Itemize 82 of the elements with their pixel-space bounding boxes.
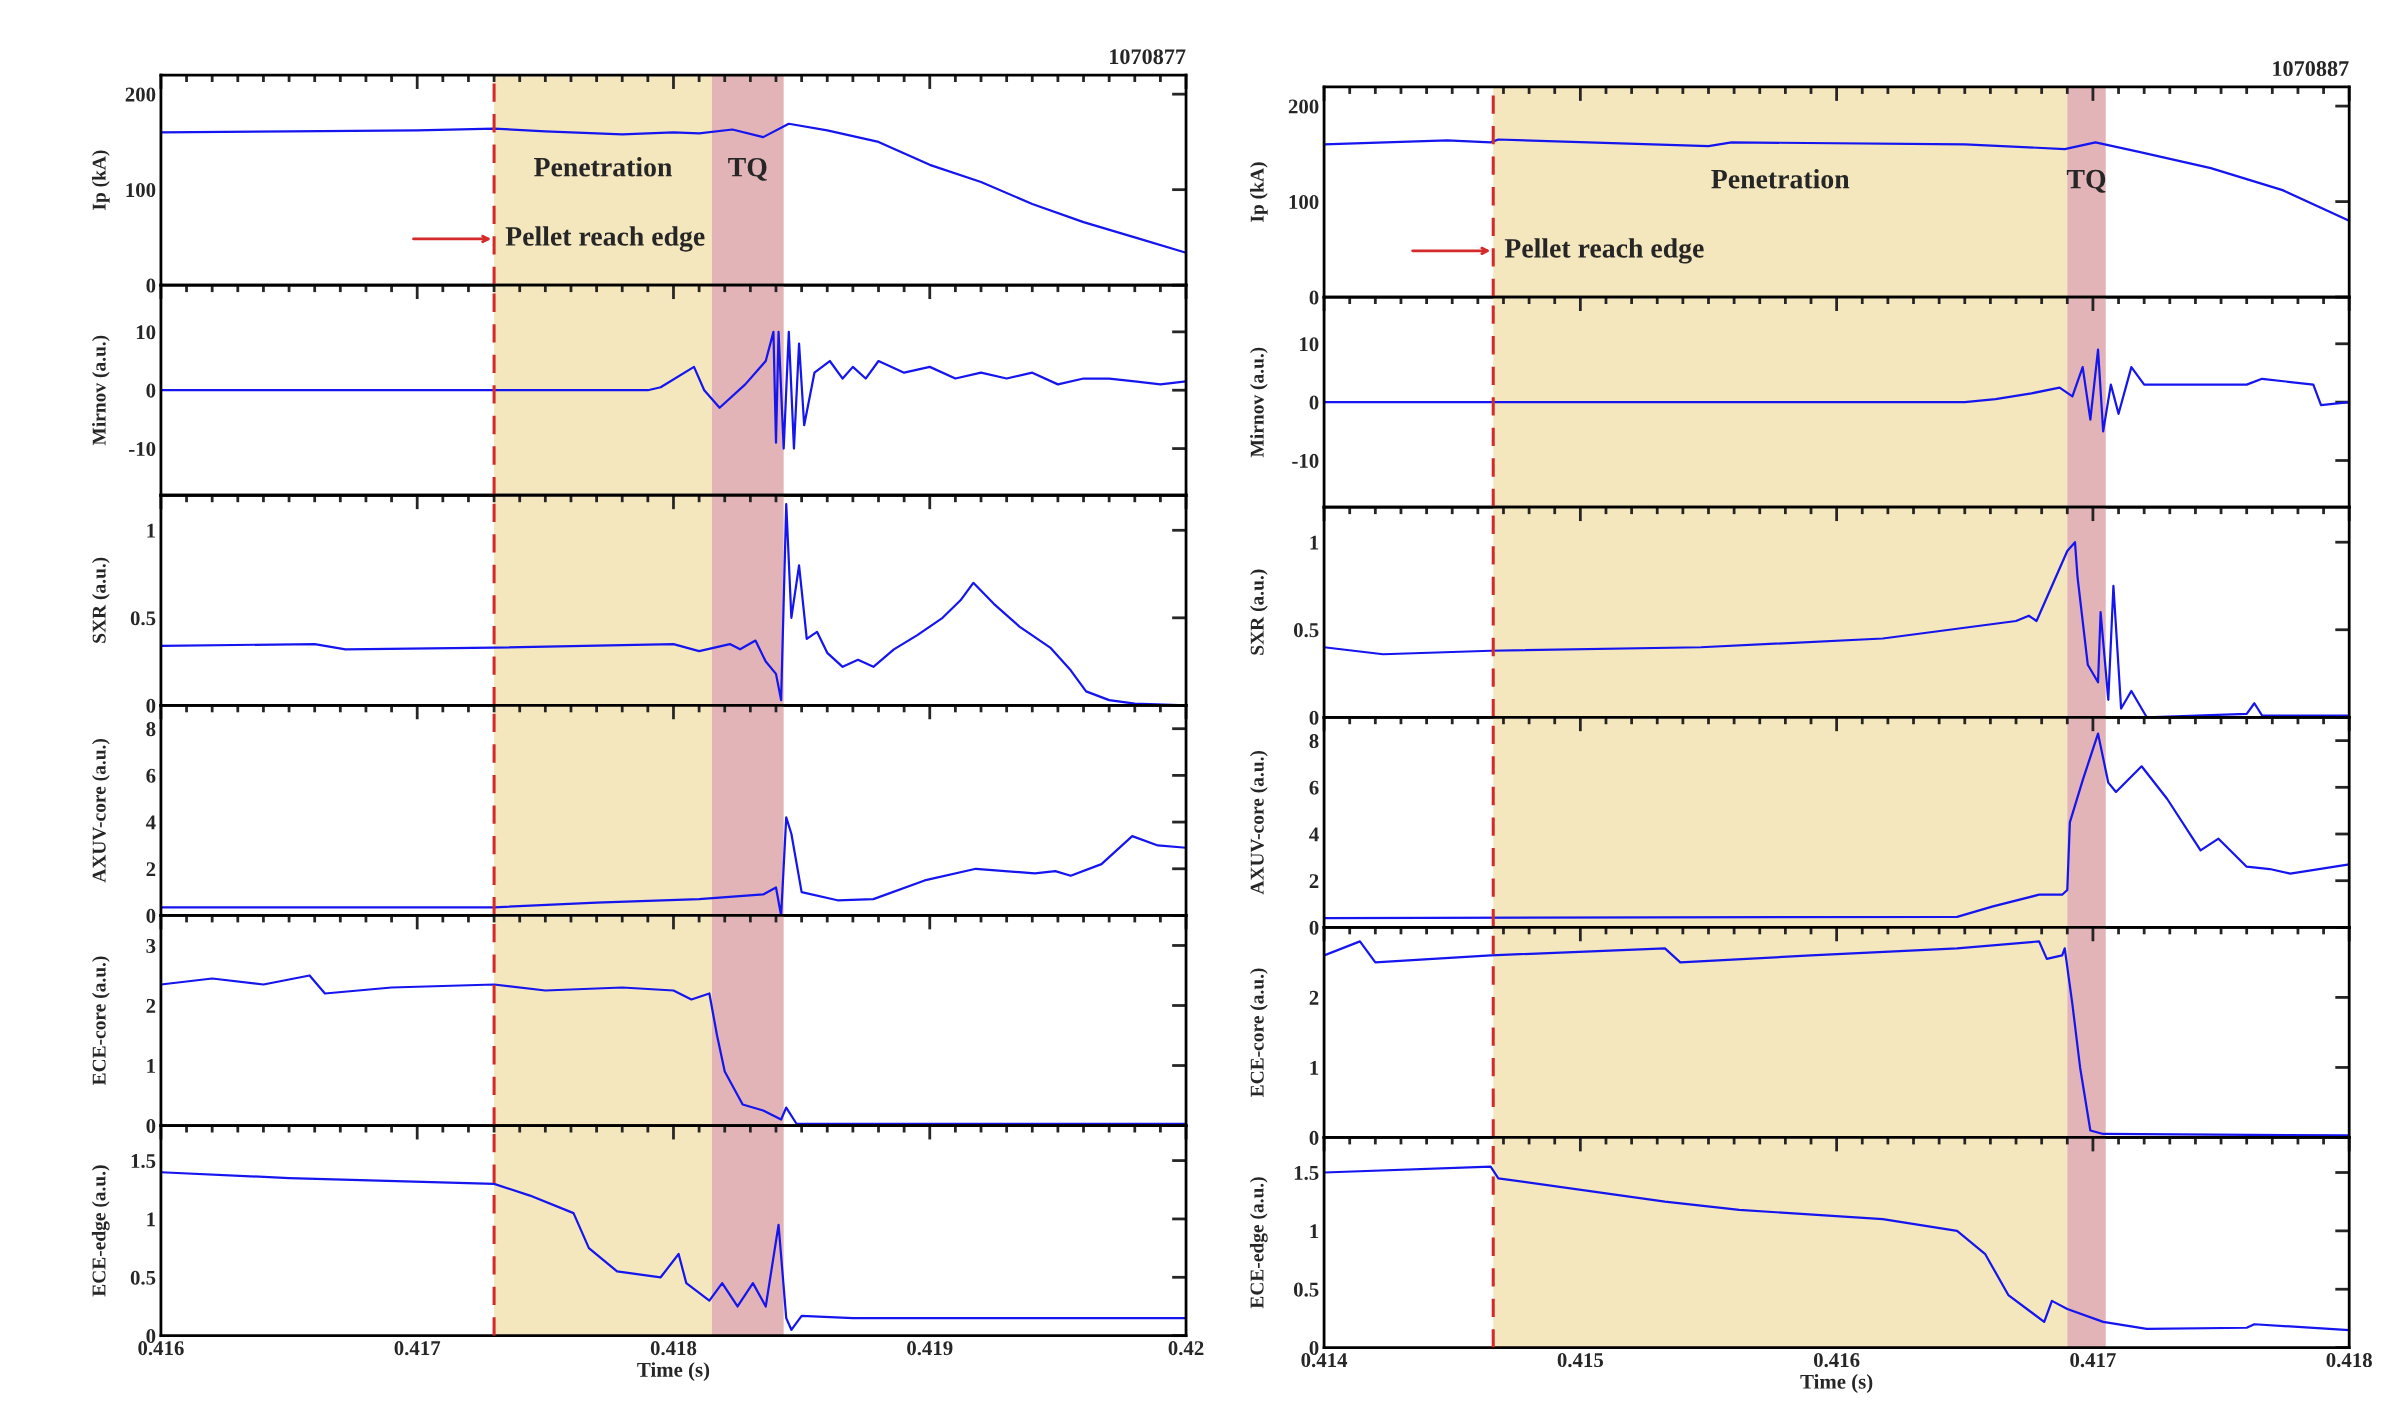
- ref-line-label: Pellet reach edge: [1504, 238, 1704, 264]
- y-tick-label: 2: [1309, 990, 1319, 1005]
- y-tick-label: 1: [1310, 535, 1319, 550]
- x-tick-label: 0.417: [394, 1341, 441, 1356]
- y-tick-label: 1: [1310, 1224, 1319, 1239]
- y-tick-label: 3: [146, 938, 156, 953]
- chart-title: 1070877: [1110, 49, 1186, 65]
- line-series: [1324, 138, 2350, 222]
- line-series: [1324, 348, 2350, 433]
- y-axis-title: Mirnov (a.u.): [1250, 347, 1268, 458]
- y-tick-label: 2: [146, 998, 156, 1013]
- x-tick-label: 0.416: [138, 1341, 184, 1356]
- x-tick-label: 0.418: [650, 1341, 697, 1356]
- y-tick-label: 0.5: [130, 611, 156, 626]
- y-axis-title: SXR (a.u.): [1250, 569, 1268, 655]
- y-tick-label: 0.5: [1293, 623, 1319, 638]
- y-tick-label: 10: [136, 325, 156, 340]
- y-axis-title: ECE-edge (a.u.): [1249, 1177, 1268, 1309]
- line-series: [160, 1171, 1187, 1331]
- y-tick-label: 4: [1309, 827, 1319, 842]
- y-axis-title: ECE-core (a.u.): [1250, 968, 1268, 1097]
- band-label: TQ: [728, 157, 767, 181]
- y-tick-label: 100: [126, 183, 156, 198]
- band-label: Penetration: [1711, 168, 1850, 189]
- y-tick-label: 0: [146, 1329, 156, 1344]
- y-tick-label: 2: [1309, 874, 1319, 888]
- line-series: [1324, 1165, 2350, 1332]
- line-series: [1324, 732, 2350, 920]
- y-axis-title: Ip (kA): [1250, 162, 1268, 222]
- y-tick-label: 4: [145, 815, 156, 830]
- y-tick-label: 1: [147, 1212, 155, 1227]
- y-axis-title: AXUV-core (a.u.): [1250, 750, 1268, 895]
- y-axis-title: AXUV-core (a.u.): [92, 738, 110, 883]
- y-tick-label: 1: [147, 523, 155, 538]
- y-tick-label: 0: [1309, 1130, 1319, 1145]
- y-axis-title: ECE-edge (a.u.): [91, 1165, 110, 1297]
- y-tick-label: 1.5: [131, 1154, 156, 1169]
- y-axis-title: Mirnov (a.u.): [92, 335, 110, 446]
- y-tick-label: 0: [146, 383, 156, 398]
- y-tick-label: -10: [1292, 453, 1319, 468]
- y-tick-label: 1: [147, 1059, 155, 1073]
- y-tick-label: 0.5: [1293, 1282, 1319, 1297]
- y-tick-label: 1.5: [1294, 1165, 1319, 1181]
- y-tick-label: 6: [1309, 780, 1319, 795]
- y-axis-title: SXR (a.u.): [92, 557, 110, 643]
- y-tick-label: 0: [1309, 710, 1319, 725]
- line-series: [160, 330, 1187, 450]
- ref-line-label: Pellet reach edge: [505, 226, 705, 252]
- x-tick-label: 0.419: [907, 1341, 953, 1356]
- y-tick-label: 0: [146, 1118, 156, 1133]
- y-tick-label: 0: [146, 908, 156, 923]
- x-tick-label: 0.418: [2326, 1353, 2372, 1368]
- y-tick-label: 200: [1288, 99, 1319, 114]
- y-tick-label: 0.5: [130, 1270, 156, 1285]
- y-tick-label: 1: [1310, 1060, 1319, 1075]
- x-tick-label: 0.414: [1301, 1353, 1348, 1368]
- y-tick-label: 8: [146, 722, 156, 737]
- y-tick-label: 0: [146, 698, 156, 713]
- x-axis-title: Time (s): [637, 1362, 710, 1382]
- x-tick-label: 0.42: [1168, 1341, 1204, 1356]
- y-tick-label: 0: [1309, 395, 1319, 410]
- band-label: Penetration: [534, 157, 673, 177]
- y-tick-label: 6: [146, 768, 156, 783]
- line-series: [160, 122, 1187, 254]
- y-tick-label: 8: [1309, 734, 1319, 749]
- x-tick-label: 0.415: [1557, 1353, 1604, 1368]
- y-tick-label: 0: [1309, 290, 1319, 305]
- y-tick-label: -10: [129, 441, 156, 456]
- chart-title: 1070887: [2273, 61, 2349, 77]
- band-label: TQ: [2066, 169, 2106, 193]
- y-tick-label: 2: [146, 862, 156, 876]
- x-tick-label: 0.416: [1813, 1353, 1860, 1368]
- y-tick-label: 200: [125, 87, 156, 102]
- x-tick-label: 0.417: [2070, 1353, 2116, 1368]
- y-axis-title: Ip (kA): [92, 150, 110, 210]
- y-axis-title: ECE-core (a.u.): [92, 956, 110, 1086]
- y-tick-label: 100: [1289, 194, 1319, 210]
- y-tick-label: 0: [1309, 1340, 1319, 1356]
- y-tick-label: 10: [1300, 337, 1319, 352]
- x-axis-title: Time (s): [1800, 1374, 1873, 1394]
- y-tick-label: 0: [1309, 920, 1319, 935]
- y-tick-label: 0: [146, 278, 156, 293]
